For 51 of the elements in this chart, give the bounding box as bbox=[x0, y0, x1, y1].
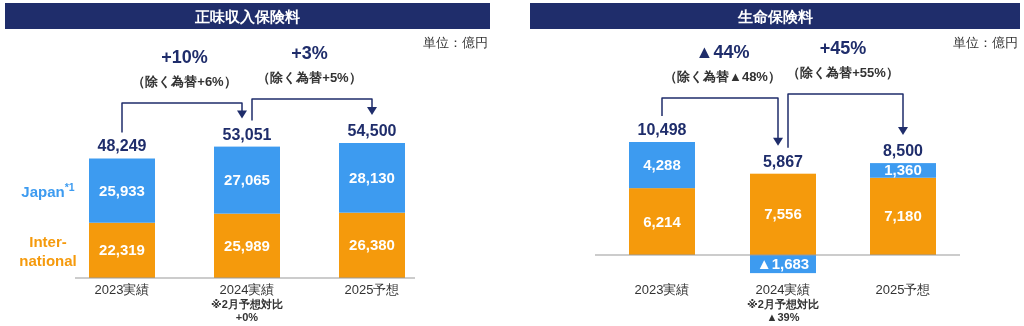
data-label: 28,130 bbox=[349, 168, 395, 186]
series-label: Japan$^{*1}$ bbox=[21, 180, 75, 200]
text: 10,498 bbox=[637, 121, 687, 138]
text: +10% bbox=[161, 47, 208, 67]
chart-title: 正味収入保険料 bbox=[194, 8, 300, 25]
bar bbox=[750, 173, 816, 255]
data-label: 4,288 bbox=[643, 156, 681, 174]
text: 53,051 bbox=[222, 125, 272, 143]
bar bbox=[339, 143, 405, 213]
text: +3% bbox=[291, 43, 328, 63]
series-label: Inter-national bbox=[19, 232, 77, 269]
text: 54,500 bbox=[347, 122, 397, 139]
text: ※2月予想対比 bbox=[211, 298, 283, 310]
annotation: ▲1,683 bbox=[756, 255, 810, 273]
text: 単位：億円 bbox=[953, 35, 1018, 50]
text: （除く為替+6%） bbox=[132, 74, 237, 89]
bar bbox=[339, 212, 405, 278]
data-label: 26,380 bbox=[349, 236, 395, 254]
data-label: 25,989 bbox=[224, 236, 270, 254]
annotation: 5,867 bbox=[762, 152, 804, 170]
data-label: 7,180 bbox=[884, 207, 922, 225]
bar bbox=[214, 146, 280, 214]
data-label: 1,360 bbox=[884, 161, 922, 179]
data-label: 27,065 bbox=[224, 171, 270, 189]
text: （除く為替+55%） bbox=[787, 65, 899, 80]
text: +45% bbox=[819, 38, 867, 58]
text: ▲44% bbox=[695, 42, 750, 62]
bar bbox=[629, 142, 695, 189]
x-tick-label: 2024実績 bbox=[755, 282, 811, 297]
x-tick-label: 2025予想 bbox=[344, 282, 400, 297]
text: +0% bbox=[235, 311, 259, 323]
data-label: 6,214 bbox=[643, 212, 682, 230]
data-label: 7,556 bbox=[764, 205, 802, 223]
annotation: 48,249 bbox=[97, 137, 147, 155]
text: （除く為替+5%） bbox=[257, 70, 362, 85]
bar bbox=[629, 188, 695, 255]
bar bbox=[870, 177, 936, 255]
text: 単位：億円 bbox=[423, 35, 488, 50]
x-tick-label: 2023実績 bbox=[634, 282, 690, 297]
x-tick-label: 2025予想 bbox=[875, 282, 931, 297]
text: （除く為替▲48%） bbox=[664, 69, 781, 84]
data-label: 22,319 bbox=[99, 241, 145, 259]
chart-title: 生命保険料 bbox=[736, 8, 813, 25]
x-tick-label: 2024実績 bbox=[219, 282, 275, 297]
data-label: 25,933 bbox=[99, 181, 145, 199]
x-tick-label: 2023実績 bbox=[94, 282, 150, 297]
bar bbox=[89, 158, 155, 223]
annotation: 8,500 bbox=[882, 142, 924, 160]
text: ※2月予想対比 bbox=[747, 298, 819, 310]
bar bbox=[214, 213, 280, 278]
text: ▲39% bbox=[766, 311, 800, 323]
